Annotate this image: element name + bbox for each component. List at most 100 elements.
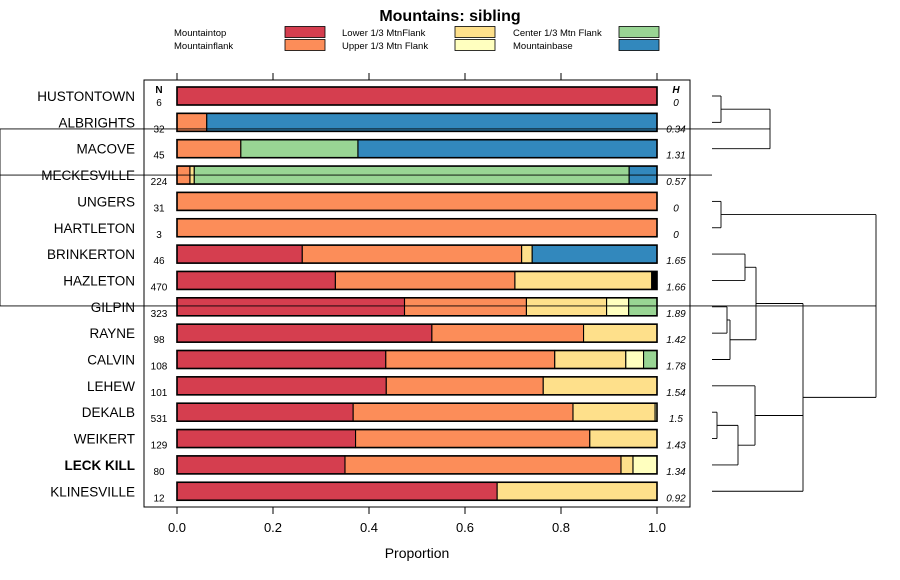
bar-segment-brinkerton-0 [176, 244, 303, 264]
bar-segment-gilpin-2 [525, 297, 608, 317]
n-value-weikert: 129 [151, 441, 168, 452]
bar-segment-macove-5 [357, 139, 658, 159]
bar-segment-leck-kill-0 [176, 455, 346, 475]
legend-swatch-center-1-3-mtn-flank [618, 26, 660, 38]
bar-segment-gilpin-3 [606, 297, 630, 317]
row-label-macove: MACOVE [76, 142, 135, 157]
x-axis: 0.0 0.2 0.4 0.6 0.8 1.0 [168, 73, 666, 535]
bar-segment-macove-1 [176, 139, 242, 159]
bar-outline-hazleton [176, 270, 658, 291]
h-value-lehew: 1.54 [666, 388, 686, 399]
legend-label-upper-1-3-mtn-flank: Upper 1/3 Mtn Flank [342, 41, 428, 52]
h-value-calvin: 1.78 [666, 362, 686, 373]
bar-outline-hartleton [176, 217, 658, 238]
bar-segment-leck-kill-2 [620, 455, 634, 475]
bar-outline-leck-kill [176, 455, 658, 475]
bar-segment-weikert-1 [355, 428, 591, 449]
x-tick-label: 0.0 [168, 520, 186, 535]
bar-segment-hazleton-0 [176, 270, 336, 291]
x-tick-label: 0.6 [456, 520, 474, 535]
bar-segment-dekalb-2 [572, 402, 656, 422]
n-value-leck-kill: 80 [153, 467, 165, 478]
bar-segment-rayne-1 [431, 323, 585, 343]
bar-outline-ungers [176, 191, 658, 212]
legend-swatch-lower-1-3-mtnflank [454, 26, 496, 38]
bar-outline-rayne [176, 323, 658, 343]
legend-swatch-upper-1-3-mtn-flank [454, 39, 496, 51]
legend-label-center-1-3-mtn-flank: Center 1/3 Mtn Flank [513, 28, 602, 39]
bar-segment-rayne-0 [176, 323, 433, 343]
bar-segment-calvin-4 [643, 349, 658, 370]
h-value-hazleton: 1.66 [666, 282, 686, 293]
bar-segment-hazleton-1 [334, 270, 516, 291]
bar-outline-calvin [176, 349, 658, 370]
row-label-meckesville: MECKESVILLE [41, 168, 135, 183]
bar-segment-gilpin-4 [628, 297, 658, 317]
bar-segment-gilpin-1 [403, 297, 527, 317]
bar-segment-ungers-1 [176, 191, 658, 211]
legend-label-mountaintop: Mountaintop [174, 28, 226, 39]
h-value-rayne: 1.42 [666, 335, 686, 346]
bar-segment-leck-kill-3 [632, 455, 658, 475]
n-value-ungers: 31 [153, 203, 165, 214]
bar-segment-lehew-1 [385, 376, 544, 396]
bars: HUSTONTOWN 6 0 ALBRIGHTS 32 0.34 MACOVE 45 1.31 M… [37, 86, 686, 504]
row-label-leck-kill: LECK KILL [65, 458, 136, 473]
bar-segment-calvin-0 [176, 349, 387, 370]
h-value-brinkerton: 1.65 [666, 256, 686, 267]
bar-segment-gilpin-0 [176, 297, 406, 317]
h-value-hustontown: 0 [673, 98, 679, 109]
x-tick-label: 0.8 [552, 520, 570, 535]
legend-swatch-mountainbase [618, 39, 660, 51]
h-value-klinesville: 0.92 [666, 493, 686, 504]
bar-outline-klinesville [176, 481, 658, 502]
bar-segment-dekalb-1 [352, 402, 574, 422]
row-label-ungers: UNGERS [77, 194, 135, 209]
bar-segment-calvin-2 [554, 349, 627, 370]
n-value-brinkerton: 46 [153, 256, 165, 267]
legend-label-mountainflank: Mountainflank [174, 41, 233, 52]
bar-segment-hazleton-2 [514, 270, 653, 291]
bar-outline-macove [176, 138, 658, 159]
bar-segment-hustontown-0 [176, 86, 658, 106]
bar-segment-klinesville-2 [496, 481, 658, 501]
h-value-gilpin: 1.89 [666, 309, 686, 320]
n-value-hartleton: 3 [156, 230, 162, 241]
row-label-hazleton: HAZLETON [63, 273, 135, 288]
row-label-brinkerton: BRINKERTON [47, 247, 135, 262]
bar-segment-leck-kill-1 [344, 455, 622, 475]
bar-outline-brinkerton [176, 244, 658, 264]
bar-outline-albrights [176, 112, 658, 133]
legend-swatch-mountainflank [284, 39, 326, 51]
bar-outline-lehew [176, 376, 658, 396]
n-value-macove: 45 [153, 151, 165, 162]
bar-outline-dekalb [176, 402, 658, 423]
bar-segment-hartleton-1 [176, 218, 658, 238]
row-label-klinesville: KLINESVILLE [50, 484, 135, 499]
h-value-leck-kill: 1.34 [666, 467, 686, 478]
bar-segment-brinkerton-1 [301, 244, 523, 264]
row-label-rayne: RAYNE [89, 326, 135, 341]
bar-segment-rayne-2 [583, 323, 658, 343]
chart-title: Mountains: sibling [379, 8, 520, 25]
bar-outline-hustontown [176, 86, 658, 106]
bar-segment-lehew-0 [176, 376, 387, 396]
n-value-rayne: 98 [153, 335, 165, 346]
h-column-header: H [672, 85, 680, 96]
row-label-hartleton: HARTLETON [54, 221, 135, 236]
bar-segment-brinkerton-2 [521, 244, 533, 264]
legend-swatch-mountaintop [284, 26, 326, 38]
n-value-klinesville: 12 [153, 493, 165, 504]
bar-segment-klinesville-0 [176, 481, 498, 501]
row-label-calvin: CALVIN [87, 353, 135, 368]
bar-segment-macove-4 [240, 139, 359, 159]
row-label-weikert: WEIKERT [74, 432, 135, 447]
row-label-albrights: ALBRIGHTS [58, 115, 135, 130]
n-value-albrights: 32 [153, 124, 165, 135]
h-value-ungers: 0 [673, 203, 679, 214]
n-column-header: N [155, 85, 162, 96]
h-value-meckesville: 0.57 [666, 177, 686, 188]
row-label-hustontown: HUSTONTOWN [37, 89, 135, 104]
x-tick-label: 0.4 [360, 520, 378, 535]
